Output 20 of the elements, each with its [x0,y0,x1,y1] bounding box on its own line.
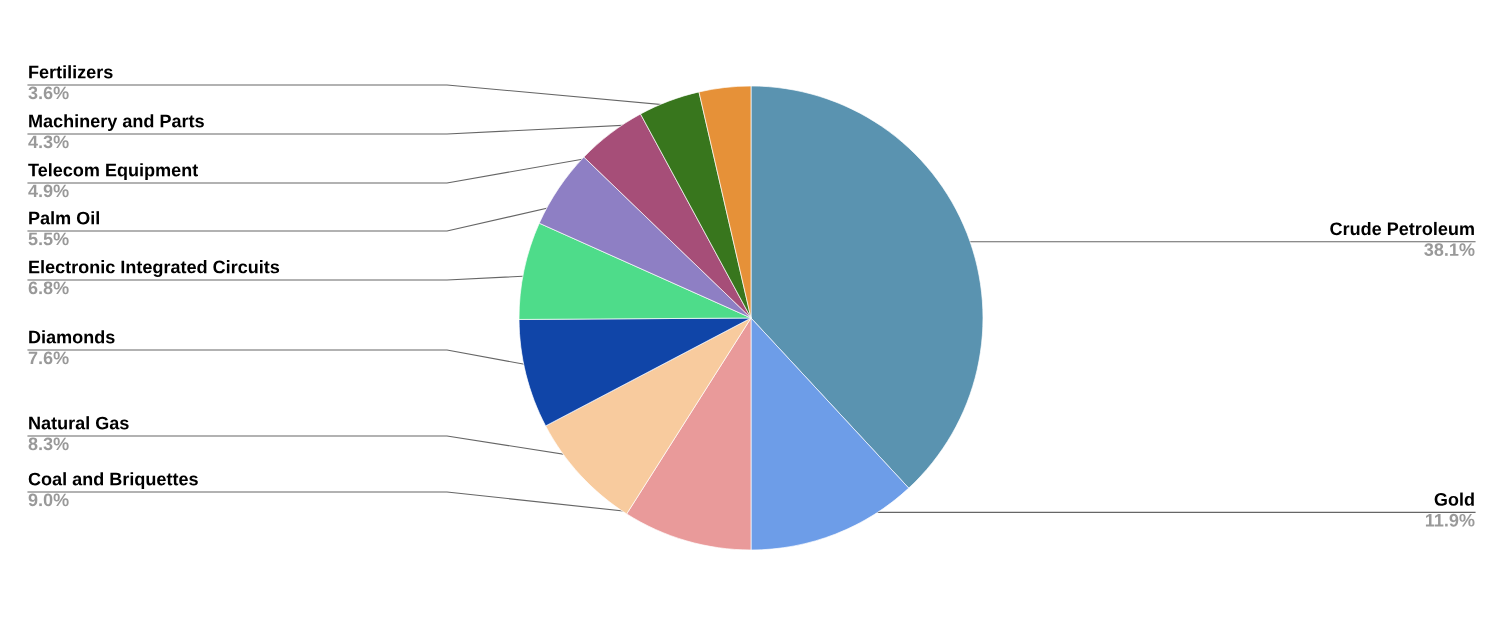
slice-label: Natural Gas [29,416,129,430]
slice-label: Diamonds [29,330,115,344]
slice-label: Gold [1434,492,1474,506]
slice-label: Electronic Integrated Circuits [29,260,280,277]
data-label: 7.6% [28,351,69,365]
data-label: 5.5% [28,232,69,246]
data-label: 11.9% [1425,513,1475,527]
data-label: 9.0% [28,493,69,507]
data-label: 4.9% [28,184,69,198]
slice-label: Telecom Equipment [28,163,198,180]
slice-label: Crude Petroleum [1330,221,1474,236]
slice-label: Fertilizers [29,65,113,79]
slice-label: Coal and Briquettes [28,472,198,489]
data-label: 38.1% [1424,243,1475,257]
slice-label: Machinery and Parts [29,114,204,131]
data-label: 6.8% [28,281,69,295]
data-label: 3.6% [28,86,69,100]
slice-label: Palm Oil [29,211,99,225]
data-label: 8.3% [28,437,69,451]
data-label: 4.3% [28,135,69,149]
